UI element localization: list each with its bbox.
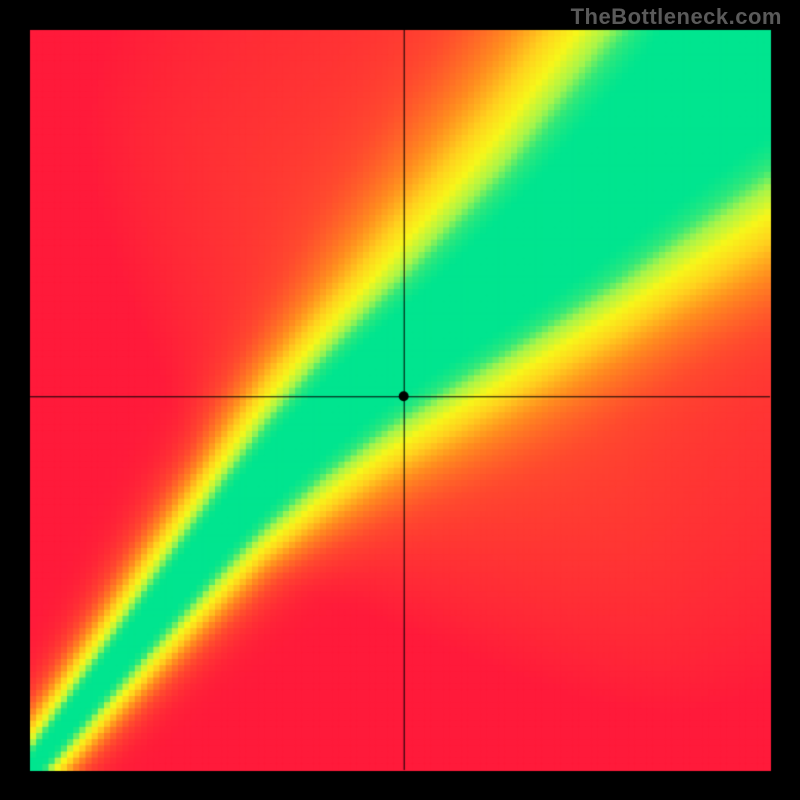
bottleneck-heatmap: [0, 0, 800, 800]
watermark-text: TheBottleneck.com: [571, 4, 782, 30]
chart-container: TheBottleneck.com: [0, 0, 800, 800]
